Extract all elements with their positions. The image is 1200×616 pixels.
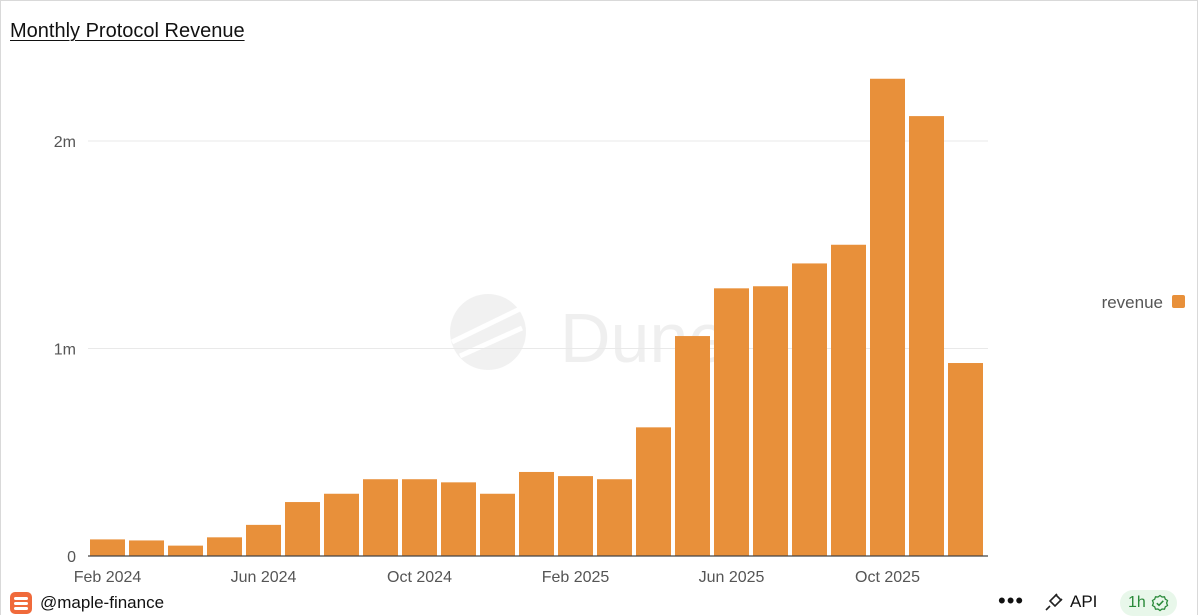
bar-2024-12[interactable]	[480, 493, 515, 556]
bar-2025-04[interactable]	[636, 427, 671, 556]
creator-handle: @maple-finance	[40, 593, 165, 612]
plug-icon	[1045, 593, 1063, 611]
more-options-button[interactable]: •••	[998, 588, 1025, 613]
bar-2024-10[interactable]	[402, 479, 437, 556]
bar-2025-05[interactable]	[675, 336, 710, 556]
refresh-interval: 1h	[1128, 594, 1146, 611]
api-label: API	[1070, 592, 1098, 611]
y-tick-label: 2m	[54, 134, 76, 151]
bar-2024-09[interactable]	[363, 479, 398, 556]
bar-2024-04[interactable]	[168, 545, 203, 556]
x-tick-label: Feb 2024	[74, 569, 142, 586]
footer-bar: @maple-finance ••• API 1h	[0, 588, 1200, 616]
bar-2025-10[interactable]	[870, 78, 905, 556]
bar-series	[90, 78, 983, 556]
y-tick-label: 0	[67, 549, 76, 566]
creator-link[interactable]: @maple-finance	[10, 592, 164, 614]
y-tick-label: 1m	[54, 342, 76, 359]
bar-2024-05[interactable]	[207, 537, 242, 556]
bar-2025-08[interactable]	[792, 263, 827, 556]
x-tick-label: Feb 2025	[542, 569, 610, 586]
bar-2024-03[interactable]	[129, 540, 164, 556]
bar-2024-11[interactable]	[441, 482, 476, 556]
maple-logo-icon	[10, 592, 32, 614]
y-axis-ticks: 0 1m 2m	[54, 134, 76, 566]
api-button[interactable]: API	[1044, 592, 1097, 612]
bar-2024-08[interactable]	[324, 493, 359, 556]
bar-2024-06[interactable]	[246, 524, 281, 556]
bar-2025-01[interactable]	[519, 471, 554, 556]
x-tick-label: Oct 2024	[387, 569, 452, 586]
chart-title[interactable]: Monthly Protocol Revenue	[10, 20, 245, 42]
x-tick-label: Oct 2025	[855, 569, 920, 586]
legend-swatch-revenue	[1172, 295, 1185, 308]
bar-2025-06[interactable]	[714, 288, 749, 556]
check-badge-icon	[1151, 594, 1169, 612]
bar-2025-07[interactable]	[753, 286, 788, 556]
bar-2025-09[interactable]	[831, 244, 866, 556]
x-axis-ticks: Feb 2024 Jun 2024 Oct 2024 Feb 2025 Jun 2025…	[74, 569, 920, 586]
legend[interactable]: revenue	[1102, 293, 1185, 312]
bar-2024-02[interactable]	[90, 539, 125, 556]
refresh-status-badge[interactable]: 1h	[1120, 590, 1177, 616]
bar-2024-07[interactable]	[285, 502, 320, 556]
legend-label-revenue: revenue	[1102, 293, 1163, 312]
x-tick-label: Jun 2025	[699, 569, 765, 586]
bar-2025-11[interactable]	[909, 116, 944, 556]
bar-2025-12[interactable]	[948, 363, 983, 556]
bar-2025-02[interactable]	[558, 476, 593, 556]
x-tick-label: Jun 2024	[231, 569, 297, 586]
bar-2025-03[interactable]	[597, 479, 632, 556]
